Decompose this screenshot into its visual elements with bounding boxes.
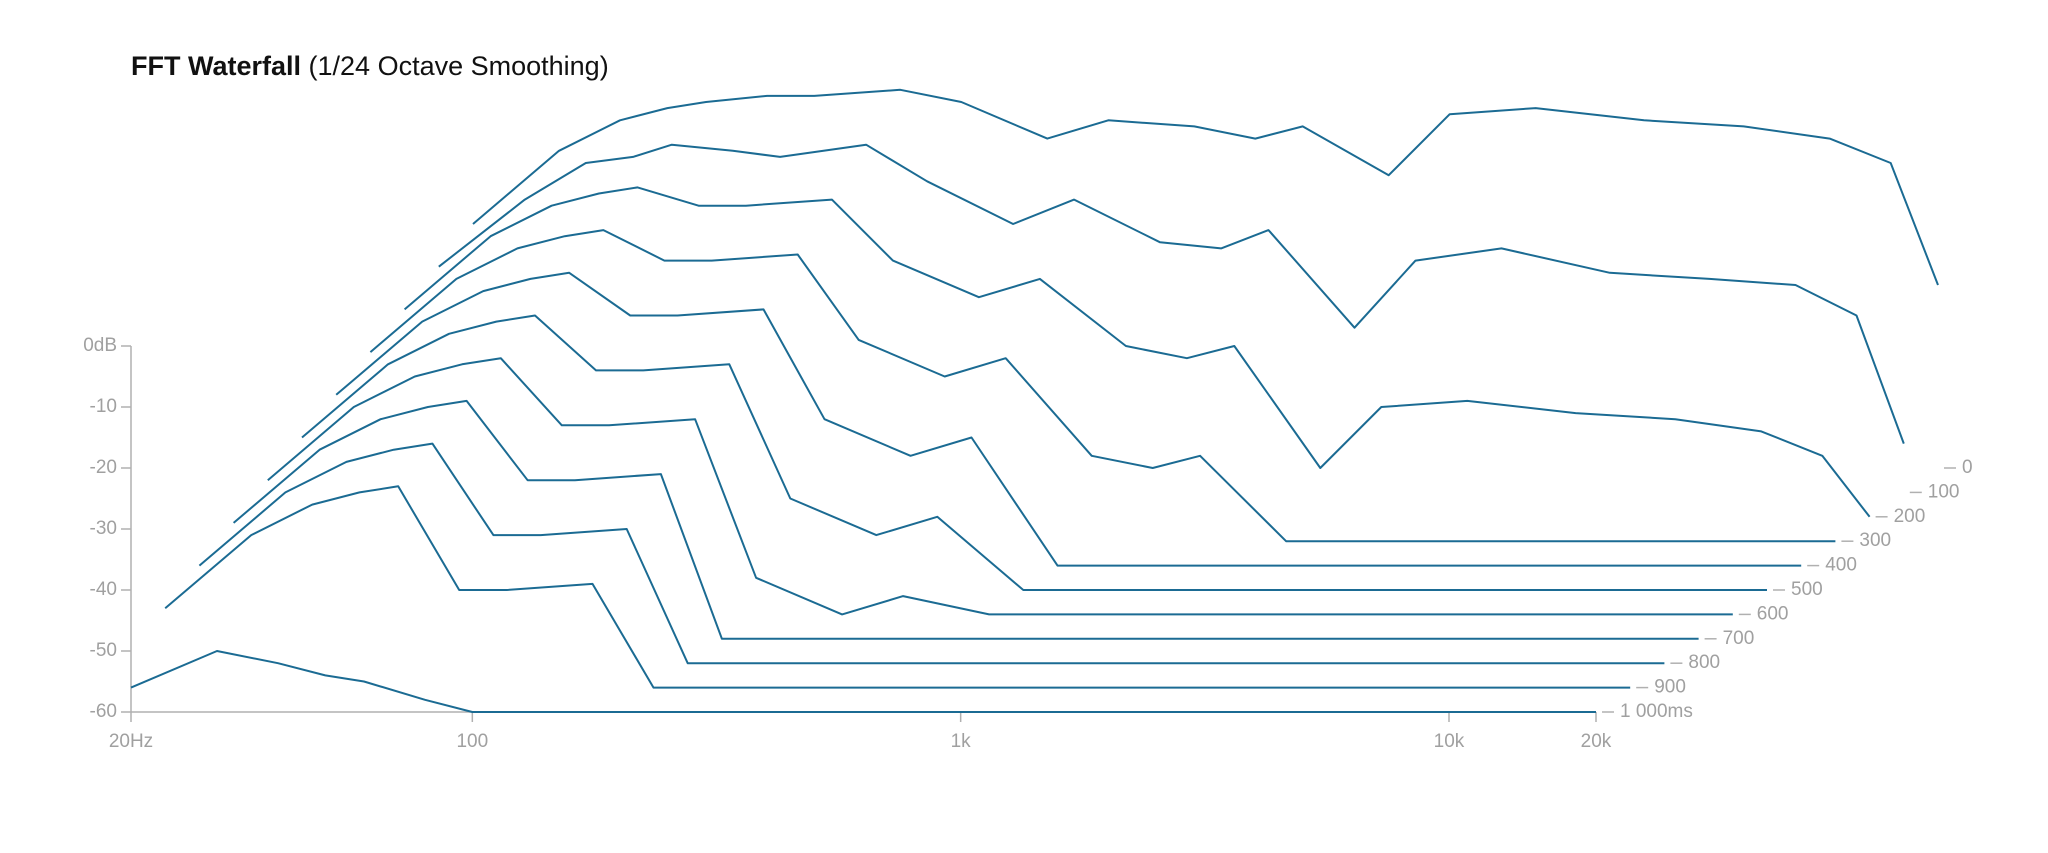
x-tick-label: 1k — [951, 731, 972, 752]
z-tick-label: 300 — [1859, 530, 1891, 551]
y-tick-label: -60 — [90, 701, 117, 722]
slice-line — [301, 314, 1767, 591]
slice-line — [198, 442, 1665, 665]
z-tick-label: 500 — [1791, 579, 1823, 600]
subtitle: (1/24 Octave Smoothing) — [309, 51, 609, 81]
y-tick-label: -40 — [90, 579, 117, 600]
y-tick-label: -50 — [90, 640, 117, 661]
chart-title: FFT Waterfall (1/24 Octave Smoothing) — [131, 51, 609, 81]
z-tick-label: 600 — [1757, 603, 1789, 624]
x-tick-label: 10k — [1434, 731, 1465, 752]
z-tick-label: 1 000ms — [1620, 701, 1693, 722]
z-tick-label: 200 — [1894, 506, 1926, 527]
x-tick-label: 20k — [1581, 731, 1612, 752]
slice-line — [232, 399, 1699, 640]
y-tick-label: -10 — [90, 396, 117, 417]
z-tick-label: 400 — [1825, 555, 1857, 576]
slice-line — [438, 143, 1905, 444]
title: FFT Waterfall — [131, 51, 301, 81]
slice-line — [130, 650, 1596, 713]
z-tick-label: 900 — [1654, 677, 1686, 698]
slice-line — [472, 88, 1939, 286]
z-tick-label: 700 — [1723, 628, 1755, 649]
z-tick-label: 100 — [1928, 481, 1960, 502]
slice-line — [267, 357, 1733, 616]
x-tick-label: 100 — [456, 731, 488, 752]
slice-line — [335, 271, 1802, 567]
slice-line — [164, 485, 1631, 689]
x-tick-label: 20Hz — [109, 731, 153, 752]
y-tick-label: -20 — [90, 457, 117, 478]
y-tick-label: 0dB — [83, 335, 117, 356]
slice-line — [369, 229, 1836, 543]
y-tick-label: -30 — [90, 518, 117, 539]
z-tick-label: 0 — [1962, 457, 1973, 478]
slice-line — [403, 186, 1871, 518]
z-tick-label: 800 — [1688, 652, 1720, 673]
